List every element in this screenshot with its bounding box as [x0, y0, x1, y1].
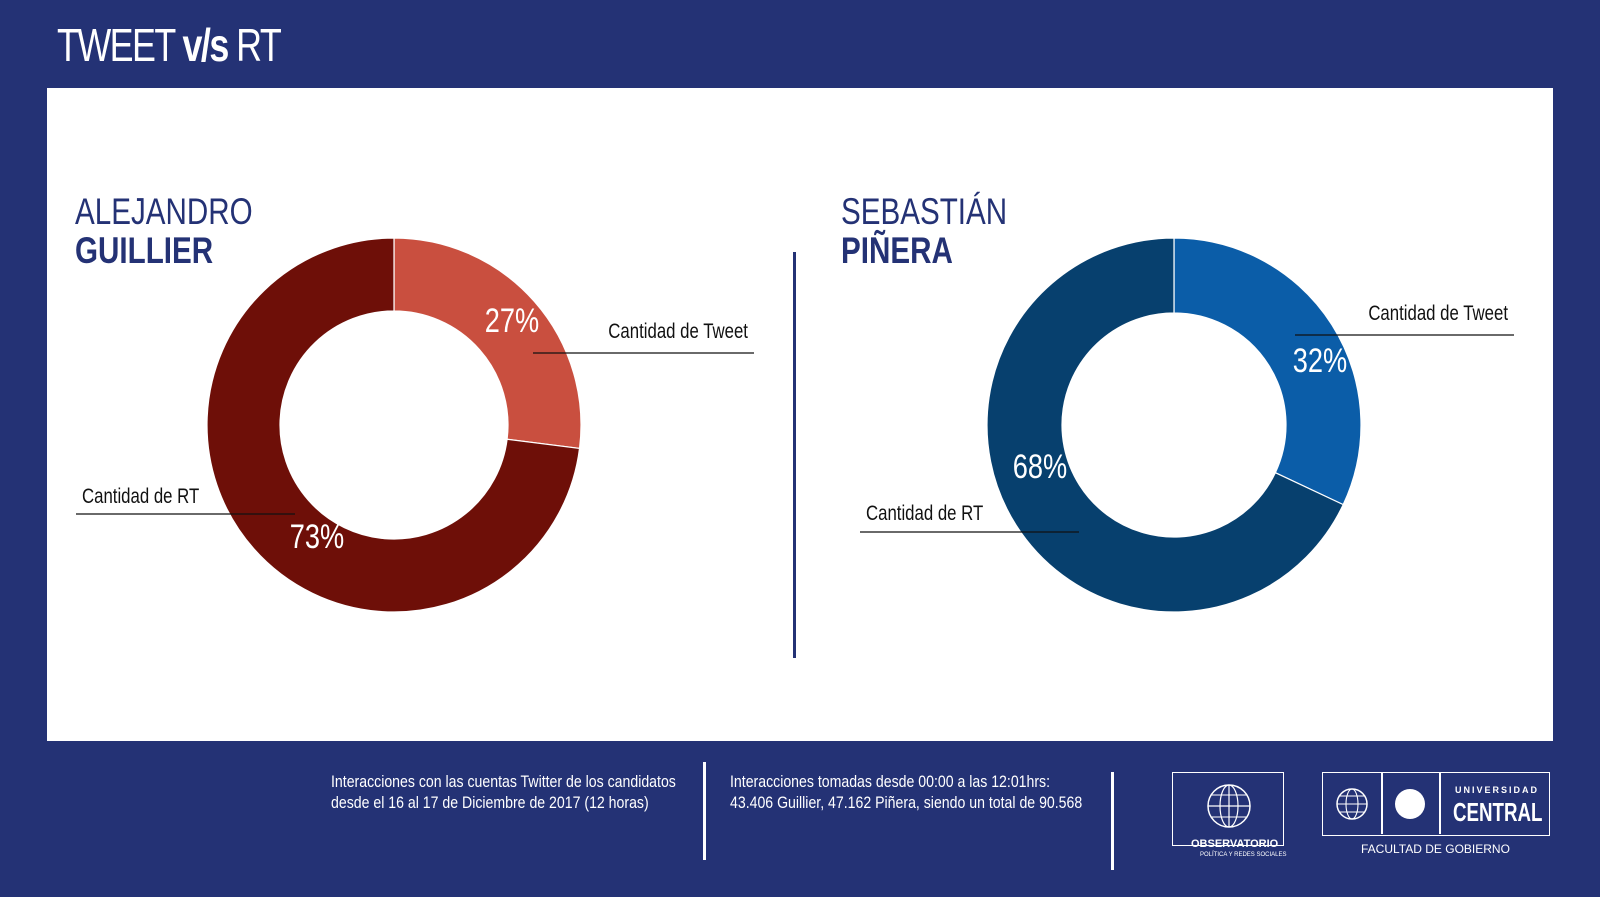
globe-icon [1336, 788, 1368, 820]
footer-note-period: Interacciones con las cuentas Twitter de… [331, 771, 676, 813]
logo-divider [1381, 773, 1383, 834]
page-title: TWEET v/s RT [57, 18, 282, 72]
candidate-pinera: SEBASTIÁN PIÑERA [841, 193, 1049, 269]
category-label: Cantidad de RT [866, 502, 984, 525]
universidad-central-logo: UNIVERSIDAD CENTRAL [1322, 772, 1550, 836]
candidate-first-name: ALEJANDRO [75, 191, 253, 232]
category-label: Cantidad de RT [82, 485, 200, 508]
candidate-guillier: ALEJANDRO GUILLIER [75, 193, 297, 269]
title-part-rt: RT [227, 19, 282, 71]
circle-emblem-icon [1395, 789, 1425, 819]
rt-slice [986, 237, 1344, 613]
observatorio-logo [1172, 772, 1284, 846]
footer-divider [703, 762, 706, 860]
value-label: 68% [1013, 447, 1067, 486]
tweet-slice [393, 237, 582, 450]
university-label: UNIVERSIDAD [1455, 785, 1540, 795]
value-label: 27% [485, 301, 539, 340]
footer-note-line: Interacciones con las cuentas Twitter de… [331, 772, 676, 791]
candidate-last-name: PIÑERA [841, 230, 953, 271]
footer-divider [1111, 772, 1114, 870]
candidate-last-name: GUILLIER [75, 230, 214, 271]
category-label: Cantidad de Tweet [608, 320, 748, 343]
footer-note-line: Interacciones tomadas desde 00:00 a las … [730, 772, 1051, 791]
observatorio-name: OBSERVATORIO [1191, 838, 1279, 850]
globe-icon [1207, 784, 1251, 828]
footer-note-line: desde el 16 al 17 de Diciembre de 2017 (… [331, 793, 649, 812]
footer-note-line: 43.406 Guillier, 47.162 Piñera, siendo u… [730, 793, 1083, 812]
footer-note-totals: Interacciones tomadas desde 00:00 a las … [730, 771, 1082, 813]
value-label: 32% [1293, 341, 1347, 380]
university-name: CENTRAL [1453, 797, 1543, 827]
value-label: 73% [290, 517, 344, 556]
candidate-first-name: SEBASTIÁN [841, 191, 1008, 232]
title-part-vs: v/s [182, 19, 230, 71]
logo-divider [1439, 773, 1441, 834]
faculty-name: FACULTAD DE GOBIERNO [1361, 842, 1510, 856]
observatorio-subtitle: POLÍTICA Y REDES SOCIALES [1200, 852, 1287, 858]
category-label: Cantidad de Tweet [1368, 302, 1508, 325]
rt-slice [206, 237, 581, 613]
chart-divider [793, 252, 796, 658]
title-part-tweet: TWEET [57, 19, 183, 71]
tweet-slice [1173, 237, 1362, 506]
